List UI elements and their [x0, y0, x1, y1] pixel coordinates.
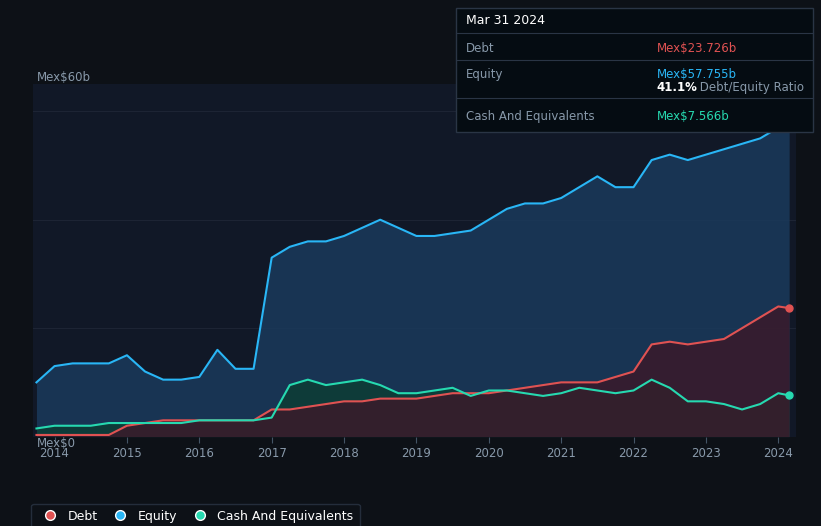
- Text: Mex$23.726b: Mex$23.726b: [657, 42, 737, 55]
- Text: Mex$0: Mex$0: [37, 437, 76, 450]
- Point: [782, 391, 796, 400]
- Text: Mex$7.566b: Mex$7.566b: [657, 109, 730, 123]
- Text: Debt/Equity Ratio: Debt/Equity Ratio: [696, 81, 805, 94]
- Text: Mar 31 2024: Mar 31 2024: [466, 14, 544, 27]
- Text: Cash And Equivalents: Cash And Equivalents: [466, 109, 594, 123]
- Point: [782, 304, 796, 312]
- Legend: Debt, Equity, Cash And Equivalents: Debt, Equity, Cash And Equivalents: [31, 503, 360, 526]
- Text: Debt: Debt: [466, 42, 494, 55]
- Text: 41.1%: 41.1%: [657, 81, 698, 94]
- Text: Mex$60b: Mex$60b: [37, 71, 90, 84]
- Text: Mex$57.755b: Mex$57.755b: [657, 68, 736, 81]
- Text: Equity: Equity: [466, 68, 503, 81]
- Point: [782, 119, 796, 127]
